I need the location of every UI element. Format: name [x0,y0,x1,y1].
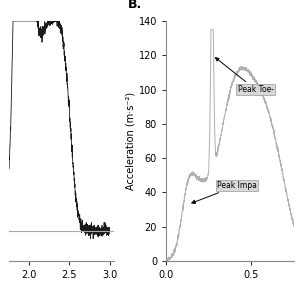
Text: B.: B. [128,0,142,11]
Text: Peak Toe-: Peak Toe- [215,58,274,94]
Y-axis label: Acceleration (m·s⁻²): Acceleration (m·s⁻²) [126,92,136,190]
Text: Peak Impa: Peak Impa [192,181,257,203]
